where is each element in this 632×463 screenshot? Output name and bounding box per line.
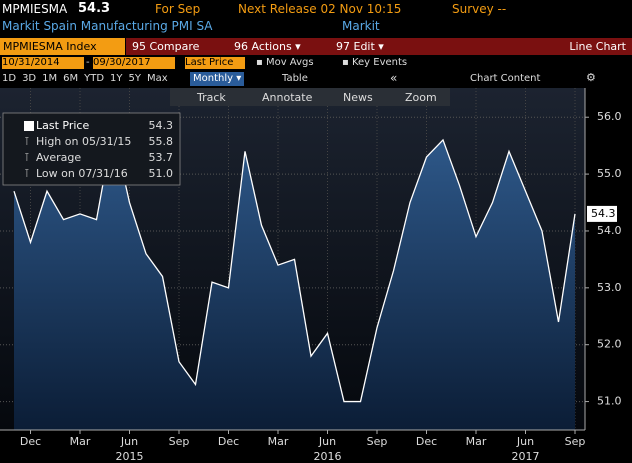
actions-button[interactable]: 96 Actions ▾ (228, 38, 338, 55)
x-tick-label: Dec (416, 435, 437, 448)
chart-content[interactable]: Chart Content (470, 73, 541, 84)
period-button[interactable]: 5Y (128, 73, 142, 84)
key-events[interactable]: ▪ Key Events (342, 57, 408, 68)
legend-label: Low on 07/31/16 (36, 167, 128, 180)
legend-value: 54.3 (149, 119, 174, 132)
x-tick-label: Dec (20, 435, 41, 448)
x-group-label: 2016 (314, 450, 342, 463)
period: For Sep (155, 2, 201, 16)
x-tick-label: Sep (565, 435, 586, 448)
period-buttons: 1D 3D 1M 6M YTD 1Y 5Y Max (2, 72, 174, 86)
legend-value: 55.8 (149, 135, 174, 148)
period-button[interactable]: 6M (63, 73, 79, 84)
x-tick-label: Jun (318, 435, 336, 448)
period-button[interactable]: Max (147, 73, 168, 84)
x-tick-label: Dec (218, 435, 239, 448)
legend-value: 53.7 (149, 151, 174, 164)
legend-label: Last Price (36, 119, 89, 132)
survey: Survey -- (452, 2, 507, 16)
chart-type[interactable]: Line Chart (432, 38, 632, 55)
ticker: MPMIESMA (2, 2, 68, 16)
legend-label: Average (36, 151, 81, 164)
label: 97 Edit (336, 40, 375, 53)
y-tick-label: 51.0 (597, 395, 622, 408)
label: Monthly (193, 73, 234, 84)
frequency[interactable]: Monthly ▾ (190, 72, 245, 86)
y-tick-label: 54.0 (597, 224, 622, 237)
source: Markit (342, 19, 380, 33)
dash: - (86, 57, 90, 68)
tool-button: News (343, 91, 373, 104)
start-date[interactable]: 10/31/2014 (2, 57, 84, 69)
legend-icon: ⊺ (24, 151, 30, 164)
next-release: Next Release 02 Nov 10:15 (238, 2, 402, 16)
security-name: Markit Spain Manufacturing PMI SA (2, 19, 213, 33)
x-tick-label: Mar (70, 435, 91, 448)
period-button[interactable]: 3D (22, 73, 37, 84)
table-button[interactable]: Table (282, 73, 308, 84)
legend-label: High on 05/31/15 (36, 135, 131, 148)
x-tick-label: Jun (120, 435, 138, 448)
legend-swatch (24, 121, 34, 131)
x-tick-label: Sep (367, 435, 388, 448)
x-group-label: 2015 (116, 450, 144, 463)
last-value: 54.3 (78, 1, 111, 16)
label: 96 Actions (234, 40, 292, 53)
label: Key Events (351, 57, 408, 68)
collapse[interactable]: « (390, 71, 398, 85)
x-tick-label: Sep (169, 435, 190, 448)
x-group-label: 2017 (512, 450, 540, 463)
legend-icon: ⊺ (24, 167, 30, 180)
y-tick-label: 53.0 (597, 281, 622, 294)
x-tick-label: Jun (516, 435, 534, 448)
mov-avgs[interactable]: ▪ Mov Avgs (256, 57, 314, 68)
settings-icon[interactable]: ⚙ (586, 71, 596, 84)
label: Mov Avgs (265, 57, 314, 68)
chart: 51.0 52.0 53.0 54.0 55.0 56.0 Dec Mar Jun 2015 Sep… (0, 88, 622, 463)
legend-icon: ⊺ (24, 135, 30, 148)
area (14, 128, 575, 430)
x-tick-label: Mar (466, 435, 487, 448)
tool-button: Annotate (262, 91, 313, 104)
tool-button: Zoom (405, 91, 437, 104)
y-tick-label: 52.0 (597, 338, 622, 351)
x-tick-label: Mar (268, 435, 289, 448)
period-button[interactable]: 1M (42, 73, 58, 84)
edit-button[interactable]: 97 Edit ▾ (330, 38, 440, 55)
tools-bar (170, 88, 450, 106)
end-date[interactable]: 09/30/2017 (93, 57, 175, 69)
period-button[interactable]: 1Y (110, 73, 123, 84)
tool-button: Track (196, 91, 226, 104)
period-button[interactable]: 1D (2, 73, 17, 84)
security-input[interactable]: MPMIESMA Index (0, 38, 125, 55)
compare-button[interactable]: 95 Compare (126, 38, 236, 55)
period-button[interactable]: YTD (84, 73, 105, 84)
last-price-label: 54.3 (591, 207, 616, 220)
y-tick-label: 56.0 (597, 110, 622, 123)
field[interactable]: Last Price (185, 57, 245, 69)
y-tick-label: 55.0 (597, 167, 622, 180)
legend-value: 51.0 (149, 167, 174, 180)
last-price-tag (587, 205, 617, 222)
